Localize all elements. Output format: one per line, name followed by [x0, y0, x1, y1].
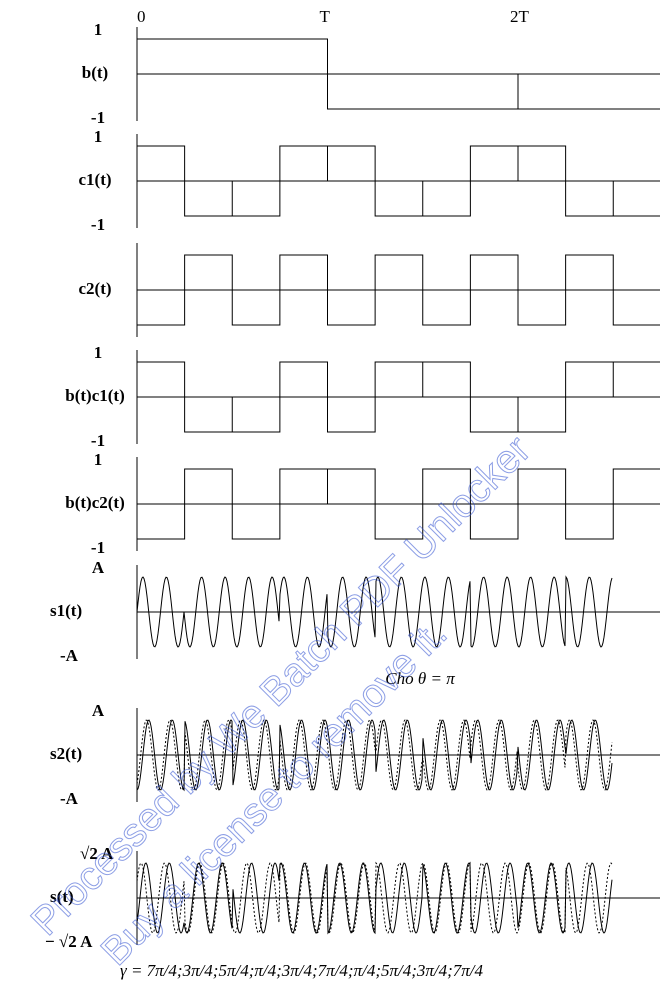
level-label: -1	[91, 215, 105, 234]
level-label: − √2 A	[45, 932, 93, 951]
level-label: -A	[60, 789, 79, 808]
time-label: T	[320, 7, 331, 26]
waveforms	[136, 27, 660, 945]
signal-label: b(t)c1(t)	[65, 386, 124, 405]
level-label: 1	[94, 127, 103, 146]
signal-label: c1(t)	[78, 170, 111, 189]
signal-label: s(t)	[50, 887, 74, 906]
square-wave	[137, 254, 660, 326]
carrier-wave	[136, 575, 613, 648]
signal-label: c2(t)	[78, 279, 111, 298]
level-label: -1	[91, 538, 105, 557]
level-label: A	[92, 558, 105, 577]
square-wave	[137, 468, 660, 540]
level-label: A	[92, 701, 105, 720]
level-label: -A	[60, 646, 79, 665]
phase-sequence: γ = 7π/4;3π/4;5π/4;π/4;3π/4;7π/4;π/4;5π/…	[120, 961, 484, 980]
carrier-wave	[136, 862, 613, 935]
time-label: 0	[137, 7, 146, 26]
note: Cho θ = π	[385, 669, 455, 688]
square-wave	[137, 38, 660, 110]
signal-label: b(t)c2(t)	[65, 493, 124, 512]
level-label: -1	[91, 108, 105, 127]
time-label: 2T	[510, 7, 530, 26]
square-wave	[137, 145, 660, 217]
level-label: 1	[94, 450, 103, 469]
level-label: -1	[91, 431, 105, 450]
level-label: 1	[94, 20, 103, 39]
level-label: √2 A	[80, 844, 114, 863]
signal-label: b(t)	[82, 63, 108, 82]
square-wave	[137, 361, 660, 433]
carrier-wave	[136, 719, 613, 792]
carrier-wave	[136, 719, 613, 791]
signal-label: s1(t)	[50, 601, 82, 620]
signal-label: s2(t)	[50, 744, 82, 763]
carrier-wave	[136, 861, 613, 934]
labels: 0 T 2T1b(t)-11c1(t)-1c2(t)1b(t)c1(t)-11b(t…	[45, 7, 530, 951]
level-label: 1	[94, 343, 103, 362]
